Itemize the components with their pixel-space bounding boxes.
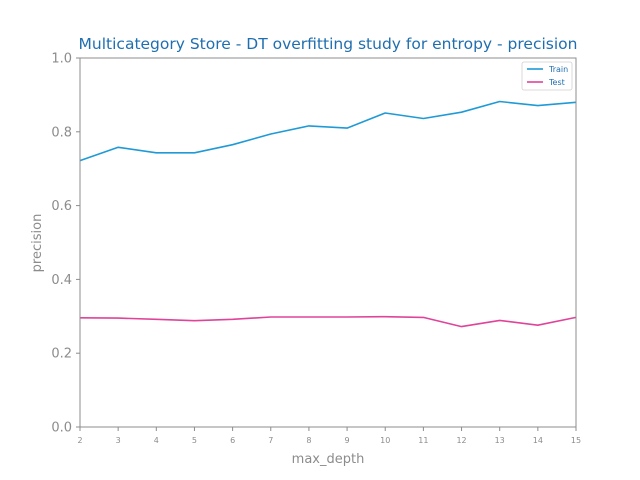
x-tick-label: 9 xyxy=(345,436,350,445)
x-tick-label: 4 xyxy=(154,436,159,445)
x-axis-label: max_depth xyxy=(292,452,365,467)
x-tick-label: 10 xyxy=(380,436,390,445)
y-tick-label: 1.0 xyxy=(51,52,72,67)
x-tick-label: 11 xyxy=(418,436,428,445)
x-tick-label: 7 xyxy=(268,436,273,445)
legend-label-train: Train xyxy=(548,65,568,74)
x-tick-label: 5 xyxy=(192,436,197,445)
x-tick-label: 14 xyxy=(533,436,543,445)
y-tick-label: 0.2 xyxy=(51,347,72,362)
plot-frame xyxy=(79,57,577,428)
y-tick-label: 0.6 xyxy=(51,199,72,214)
y-tick-label: 0.8 xyxy=(51,125,72,140)
y-tick-label: 0.0 xyxy=(51,421,72,436)
x-axis-ticks: 2 3 4 5 6 7 8 9 10 11 12 13 14 15 xyxy=(77,427,581,445)
legend: Train Test xyxy=(521,61,573,91)
y-axis-ticks: 0.0 0.2 0.4 0.6 0.8 1.0 xyxy=(51,52,80,436)
y-axis-label: precision xyxy=(30,214,45,273)
plot-lines xyxy=(79,100,577,328)
x-tick-label: 6 xyxy=(230,436,235,445)
x-tick-label: 2 xyxy=(77,436,82,445)
x-tick-label: 13 xyxy=(495,436,505,445)
series-line-test xyxy=(79,315,577,328)
x-tick-label: 12 xyxy=(456,436,466,445)
legend-label-test: Test xyxy=(548,78,565,87)
y-tick-label: 0.4 xyxy=(51,273,72,288)
x-tick-label: 8 xyxy=(306,436,311,445)
x-tick-label: 3 xyxy=(116,436,121,445)
x-tick-label: 15 xyxy=(571,436,581,445)
series-line-train xyxy=(79,100,577,162)
chart-title: Multicategory Store - DT overfitting stu… xyxy=(79,35,578,53)
